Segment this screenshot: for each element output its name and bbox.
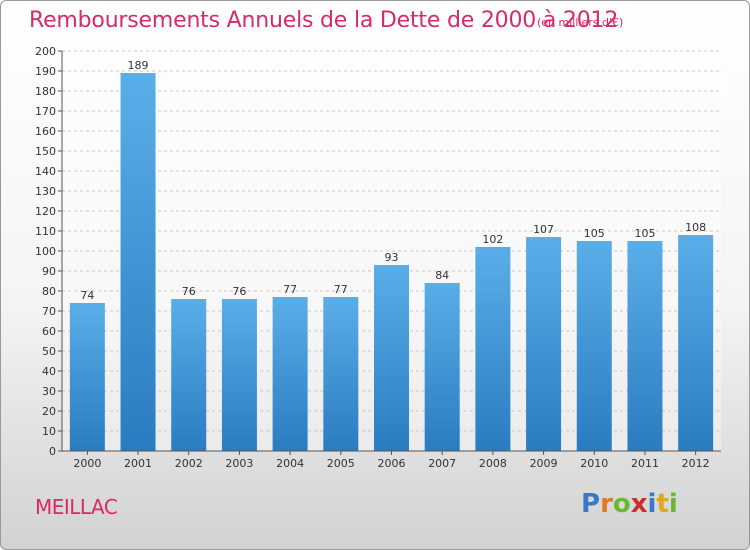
- x-tick-label: 2001: [124, 457, 152, 470]
- x-tick-label: 2007: [428, 457, 456, 470]
- logo-letter: r: [600, 489, 613, 519]
- logo-letter: x: [630, 489, 648, 519]
- bar: [678, 235, 714, 451]
- bar-value-label: 105: [634, 227, 655, 240]
- logo-letter: t: [656, 489, 669, 519]
- chart-title: Remboursements Annuels de la Dette de 20…: [29, 8, 619, 33]
- y-tick-label: 180: [35, 85, 56, 98]
- bar: [576, 241, 612, 451]
- logo-letter: o: [612, 489, 631, 519]
- y-tick-label: 150: [35, 145, 56, 158]
- y-tick-label: 0: [49, 445, 56, 458]
- y-tick-label: 170: [35, 105, 56, 118]
- bar: [424, 283, 460, 451]
- x-tick-label: 2011: [631, 457, 659, 470]
- proxiti-logo[interactable]: Proxiti: [581, 489, 678, 519]
- bar-value-label: 93: [385, 251, 399, 264]
- y-tick-label: 40: [42, 365, 56, 378]
- bar-value-label: 76: [182, 285, 196, 298]
- y-tick-label: 10: [42, 425, 56, 438]
- bar: [120, 73, 156, 451]
- bar-value-label: 74: [80, 289, 94, 302]
- bar: [221, 299, 257, 451]
- bar: [374, 265, 409, 451]
- bar-value-label: 84: [435, 269, 449, 282]
- chart-subtitle: (en milliers d'€): [537, 16, 624, 29]
- x-tick-label: 2008: [479, 457, 507, 470]
- y-tick-label: 20: [42, 405, 56, 418]
- logo-letter: i: [647, 489, 657, 519]
- bar-value-label: 102: [482, 233, 503, 246]
- x-tick-label: 2006: [378, 457, 406, 470]
- commune-name: MEILLAC: [35, 495, 118, 519]
- bar-value-label: 77: [334, 283, 348, 296]
- bar-value-label: 108: [685, 221, 706, 234]
- x-tick-label: 2009: [530, 457, 558, 470]
- logo-letter: P: [581, 489, 601, 519]
- x-tick-label: 2000: [73, 457, 101, 470]
- bar-value-label: 107: [533, 223, 554, 236]
- bar-value-label: 189: [128, 59, 149, 72]
- bar: [526, 237, 562, 451]
- bar: [475, 247, 511, 451]
- y-tick-label: 50: [42, 345, 56, 358]
- y-tick-label: 140: [35, 165, 56, 178]
- y-tick-label: 200: [35, 45, 56, 58]
- y-tick-label: 30: [42, 385, 56, 398]
- x-tick-label: 2012: [682, 457, 710, 470]
- x-tick-label: 2004: [276, 457, 304, 470]
- y-tick-label: 190: [35, 65, 56, 78]
- y-tick-label: 100: [35, 245, 56, 258]
- y-tick-label: 80: [42, 285, 56, 298]
- logo-letter: i: [668, 489, 678, 519]
- bar-value-label: 105: [584, 227, 605, 240]
- y-tick-label: 130: [35, 185, 56, 198]
- bar: [272, 297, 308, 451]
- bar-value-label: 77: [283, 283, 297, 296]
- y-tick-label: 60: [42, 325, 56, 338]
- y-tick-label: 160: [35, 125, 56, 138]
- bar-value-label: 76: [232, 285, 246, 298]
- y-tick-label: 90: [42, 265, 56, 278]
- bar: [323, 297, 359, 451]
- x-tick-label: 2005: [327, 457, 355, 470]
- bar: [69, 303, 105, 451]
- x-tick-label: 2003: [225, 457, 253, 470]
- bar: [171, 299, 207, 451]
- y-tick-label: 70: [42, 305, 56, 318]
- x-tick-label: 2002: [175, 457, 203, 470]
- y-tick-label: 110: [35, 225, 56, 238]
- bar: [627, 241, 663, 451]
- x-tick-label: 2010: [580, 457, 608, 470]
- y-tick-label: 120: [35, 205, 56, 218]
